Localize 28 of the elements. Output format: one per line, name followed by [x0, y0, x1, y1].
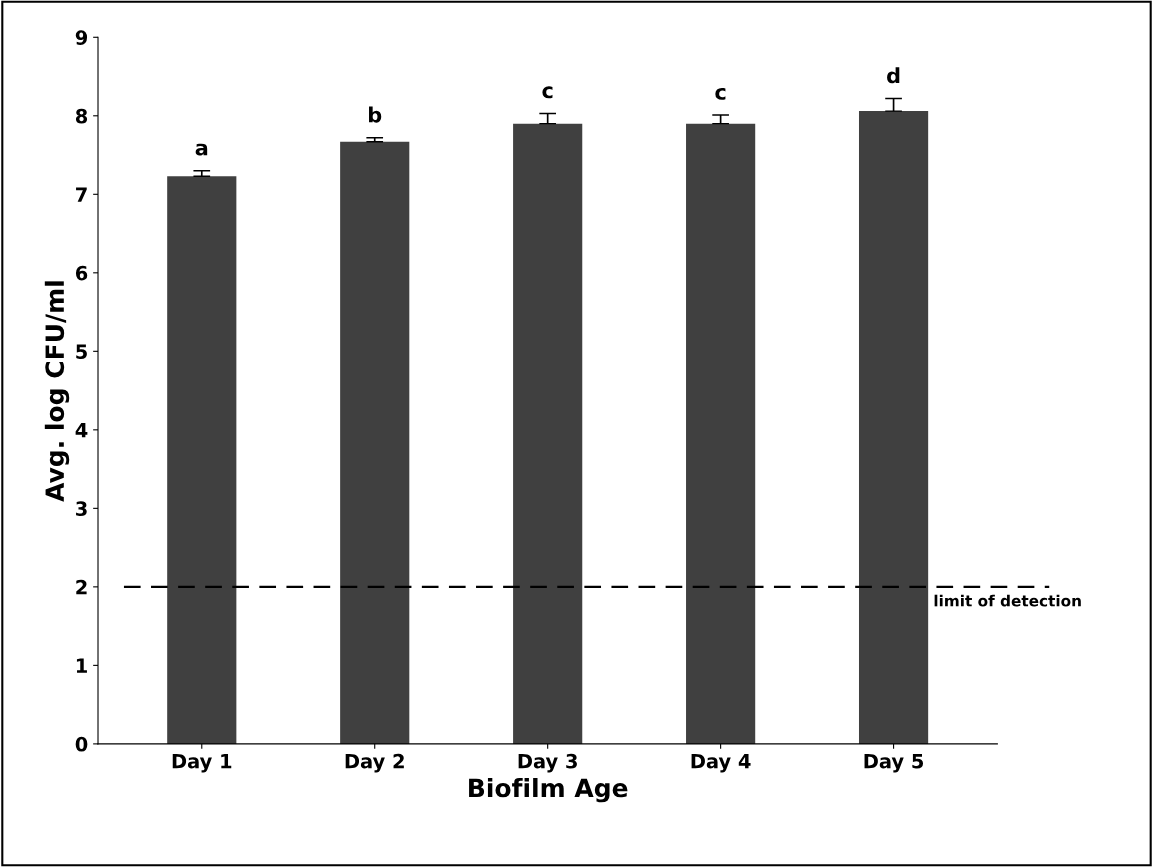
bar [858, 111, 929, 744]
annotation: d [887, 67, 900, 84]
bar [686, 123, 756, 744]
y-tick-label: 0 [75, 736, 88, 752]
annotation: c [542, 86, 553, 99]
y-axis-title: Avg. log CFU/ml [44, 281, 70, 502]
y-tick-label: 5 [76, 344, 87, 359]
annotation: a [195, 143, 208, 156]
y-tick-label: 6 [75, 265, 88, 281]
bar [340, 141, 410, 744]
y-tick-label: 2 [76, 579, 87, 595]
x-tick-label: Day 2 [345, 753, 404, 773]
ref-line-label: limit of detection [934, 594, 1081, 607]
annotation: c [715, 87, 726, 100]
x-tick-label: Day 5 [864, 754, 924, 773]
y-tick-label: 9 [75, 30, 88, 45]
y-tick-label: 3 [76, 501, 87, 517]
x-axis-title: Biofilm Age [469, 777, 628, 803]
x-tick-label: Day 4 [691, 754, 751, 773]
bar [167, 176, 237, 744]
y-tick-label: 1 [76, 658, 87, 673]
x-tick-label: Day 1 [172, 754, 232, 773]
y-tick-label: 8 [75, 108, 88, 124]
x-tick-label: Day 3 [518, 753, 577, 773]
annotation: b [369, 106, 382, 123]
y-tick-label: 7 [76, 187, 87, 202]
y-tick-label: 4 [75, 423, 88, 438]
bar [513, 123, 583, 744]
